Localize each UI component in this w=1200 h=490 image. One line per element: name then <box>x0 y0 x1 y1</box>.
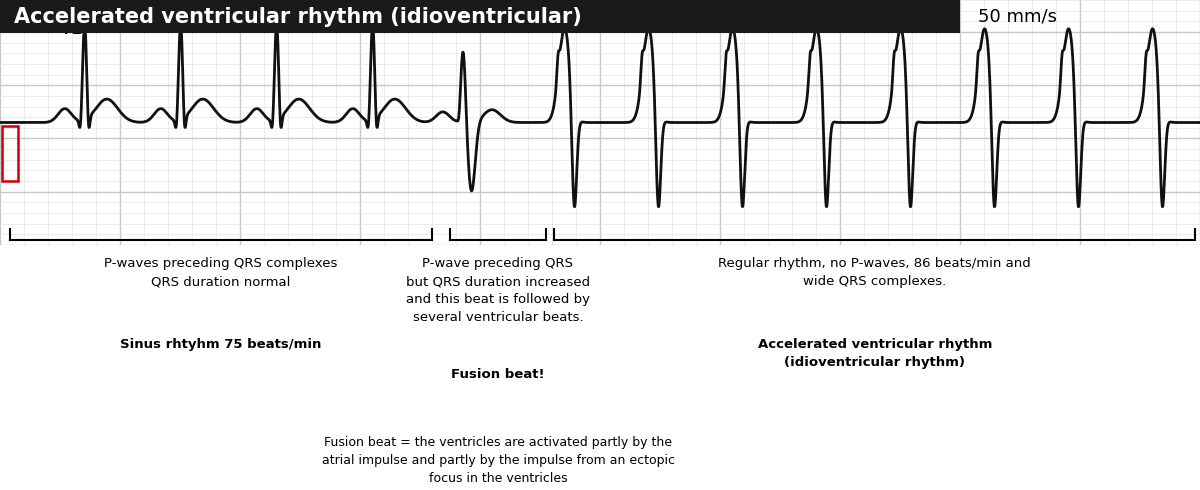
Text: P-waves preceding QRS complexes
QRS duration normal: P-waves preceding QRS complexes QRS dura… <box>104 257 337 288</box>
Text: Fusion beat!: Fusion beat! <box>451 368 545 381</box>
Text: Regular rhythm, no P-waves, 86 beats/min and
wide QRS complexes.: Regular rhythm, no P-waves, 86 beats/min… <box>719 257 1031 288</box>
Text: Sinus rhtyhm 75 beats/min: Sinus rhtyhm 75 beats/min <box>120 338 322 351</box>
Text: 50 mm/s: 50 mm/s <box>978 8 1057 25</box>
Text: V2: V2 <box>60 20 84 38</box>
Text: Fusion beat = the ventricles are activated partly by the
atrial impulse and part: Fusion beat = the ventricles are activat… <box>322 436 674 485</box>
Text: P-wave preceding QRS
but QRS duration increased
and this beat is followed by
sev: P-wave preceding QRS but QRS duration in… <box>406 257 590 324</box>
Text: Accelerated ventricular rhythm (idioventricular): Accelerated ventricular rhythm (idiovent… <box>14 7 582 26</box>
Bar <box>2 126 18 181</box>
Text: Accelerated ventricular rhythm
(idioventricular rhythm): Accelerated ventricular rhythm (idiovent… <box>757 338 992 369</box>
